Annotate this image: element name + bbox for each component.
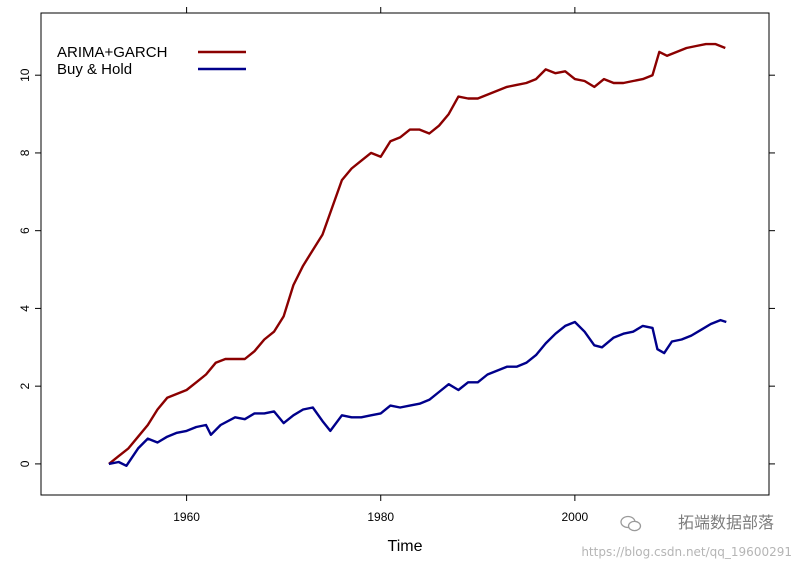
legend-label-1: Buy & Hold: [57, 61, 132, 78]
series-layer: [108, 42, 727, 467]
series-line-1: [108, 318, 727, 467]
y-tick-label: 2: [18, 383, 32, 390]
y-tick-label: 8: [18, 149, 32, 156]
wechat-logo-icon: [620, 515, 642, 532]
y-tick-label: 6: [18, 227, 32, 234]
plot-frame: [40, 12, 770, 496]
x-tick-label: 1960: [173, 510, 200, 524]
x-axis-title: Time: [388, 538, 423, 555]
legend-label-0: ARIMA+GARCH: [57, 44, 167, 61]
y-tick-label: 10: [18, 68, 32, 82]
y-tick-label: 0: [18, 460, 32, 467]
watermark-brand: 拓端数据部落: [677, 513, 774, 532]
x-tick-label: 2000: [562, 510, 589, 524]
x-tick-label: 1980: [367, 510, 394, 524]
series-line-0: [108, 42, 726, 465]
watermark-url: https://blog.csdn.net/qq_19600291: [581, 545, 792, 559]
y-axis: 0 2 4 6 8 10: [18, 68, 775, 467]
y-tick-label: 4: [18, 305, 32, 312]
x-axis: 1960 1980 2000: [173, 7, 589, 524]
